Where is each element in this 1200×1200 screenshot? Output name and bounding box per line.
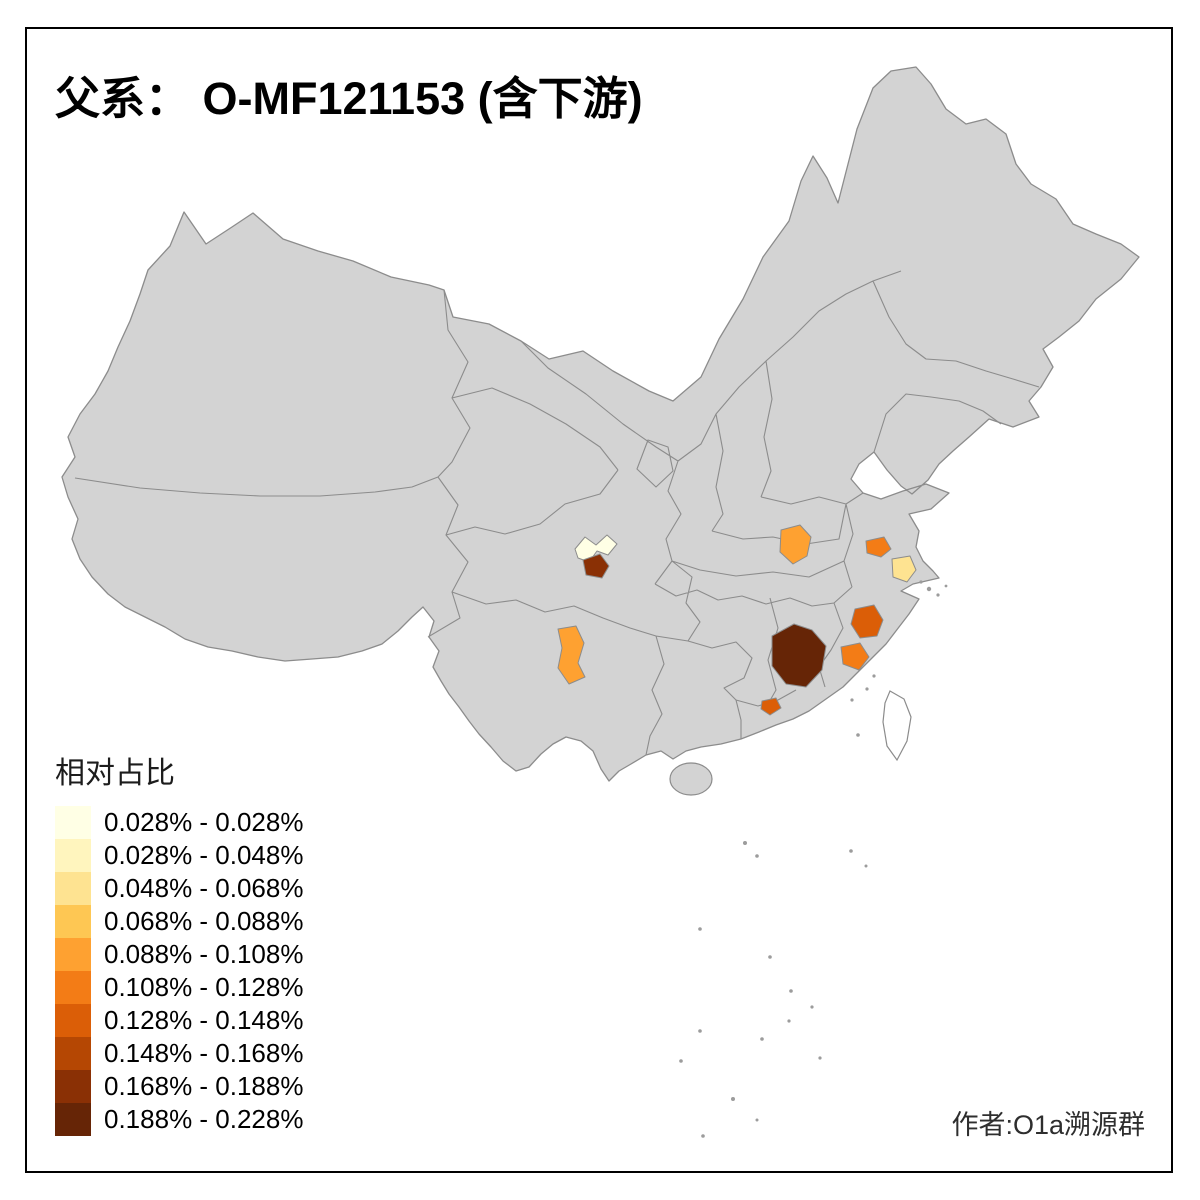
figure-title: 父系： O-MF121153 (含下游) <box>55 73 643 124</box>
region-anhui-central <box>779 524 812 565</box>
legend-title: 相对占比 <box>55 757 175 790</box>
legend-swatch <box>55 1070 91 1103</box>
legend-label: 0.168% - 0.188% <box>104 1071 304 1101</box>
china-mainland-outline <box>61 66 1140 782</box>
legend-swatch <box>55 938 91 971</box>
island-dot <box>698 927 702 931</box>
island-dot <box>864 864 868 868</box>
island-dot <box>768 955 772 959</box>
island-dot <box>698 1029 702 1033</box>
island-dot <box>856 733 860 737</box>
legend-swatch-rect <box>55 806 91 839</box>
legend-swatch <box>55 1004 91 1037</box>
island-dot <box>849 849 853 853</box>
legend-swatch <box>55 905 91 938</box>
island-dot <box>926 586 932 592</box>
legend-item: 0.108% - 0.128% <box>55 971 303 1004</box>
hainan-island <box>669 762 713 796</box>
legend-swatch-rect <box>55 938 91 971</box>
region-fujian-coast <box>840 642 870 671</box>
legend-swatch-rect <box>55 872 91 905</box>
island-dot <box>944 584 948 588</box>
island-dot <box>865 687 869 691</box>
highlighted-regions <box>557 524 917 716</box>
legend-swatch-rect <box>55 971 91 1004</box>
legend-swatch-rect <box>55 905 91 938</box>
island-dot <box>755 854 759 858</box>
region-jiangsu-south <box>865 536 892 558</box>
legend-swatch <box>55 1037 91 1070</box>
island-dot <box>919 580 923 584</box>
island-dot <box>701 1134 705 1138</box>
taiwan-island <box>882 690 912 762</box>
legend-swatch-rect <box>55 839 91 872</box>
island-dot <box>936 593 940 597</box>
legend-swatch-rect <box>55 1103 91 1136</box>
legend-item: 0.028% - 0.048% <box>55 839 303 872</box>
legend-label: 0.088% - 0.108% <box>104 939 304 969</box>
region-guangdong-east <box>760 697 782 716</box>
legend-label: 0.148% - 0.168% <box>104 1038 304 1068</box>
legend-swatch-rect <box>55 1004 91 1037</box>
island-dot <box>760 1037 764 1041</box>
region-yunnan-central <box>557 625 586 685</box>
legend-item: 0.068% - 0.088% <box>55 905 303 938</box>
island-dot <box>810 1005 814 1009</box>
legend-swatch-rect <box>55 1037 91 1070</box>
island-dot <box>787 1019 791 1023</box>
legend-item: 0.028% - 0.028% <box>55 806 303 839</box>
legend: 相对占比 0.028% - 0.028% 0.028% - 0.048% 0.0… <box>55 748 303 1136</box>
island-dot <box>743 841 747 845</box>
legend-item: 0.168% - 0.188% <box>55 1070 303 1103</box>
island-dot <box>818 1056 822 1060</box>
legend-swatch <box>55 872 91 905</box>
legend-swatch-rect <box>55 1070 91 1103</box>
legend-item: 0.148% - 0.168% <box>55 1037 303 1070</box>
legend-label: 0.108% - 0.128% <box>104 972 304 1002</box>
legend-label: 0.028% - 0.048% <box>104 840 304 870</box>
islands <box>669 580 948 1138</box>
island-dot <box>679 1059 683 1063</box>
legend-item: 0.048% - 0.068% <box>55 872 303 905</box>
legend-label: 0.188% - 0.228% <box>104 1104 304 1134</box>
legend-label: 0.068% - 0.088% <box>104 906 304 936</box>
island-dot <box>850 698 854 702</box>
legend-swatch <box>55 1103 91 1136</box>
legend-swatch <box>55 839 91 872</box>
island-dot <box>789 989 793 993</box>
legend-label: 0.028% - 0.028% <box>104 807 304 837</box>
region-jiangxi-south <box>771 623 827 688</box>
legend-item: 0.088% - 0.108% <box>55 938 303 971</box>
legend-label: 0.128% - 0.148% <box>104 1005 304 1035</box>
legend-item: 0.188% - 0.228% <box>55 1103 303 1136</box>
island-dot <box>755 1118 759 1122</box>
legend-label: 0.048% - 0.068% <box>104 873 304 903</box>
region-zhejiang-north <box>891 555 917 583</box>
legend-swatch <box>55 806 91 839</box>
region-sichuan-central <box>582 553 610 579</box>
island-dot <box>872 674 876 678</box>
legend-item: 0.128% - 0.148% <box>55 1004 303 1037</box>
island-dot <box>731 1097 735 1101</box>
region-zhejiang-fujian-border <box>850 604 884 639</box>
attribution: 作者:O1a溯源群 <box>951 1110 1145 1140</box>
legend-swatch <box>55 971 91 1004</box>
small-islands <box>679 580 948 1138</box>
